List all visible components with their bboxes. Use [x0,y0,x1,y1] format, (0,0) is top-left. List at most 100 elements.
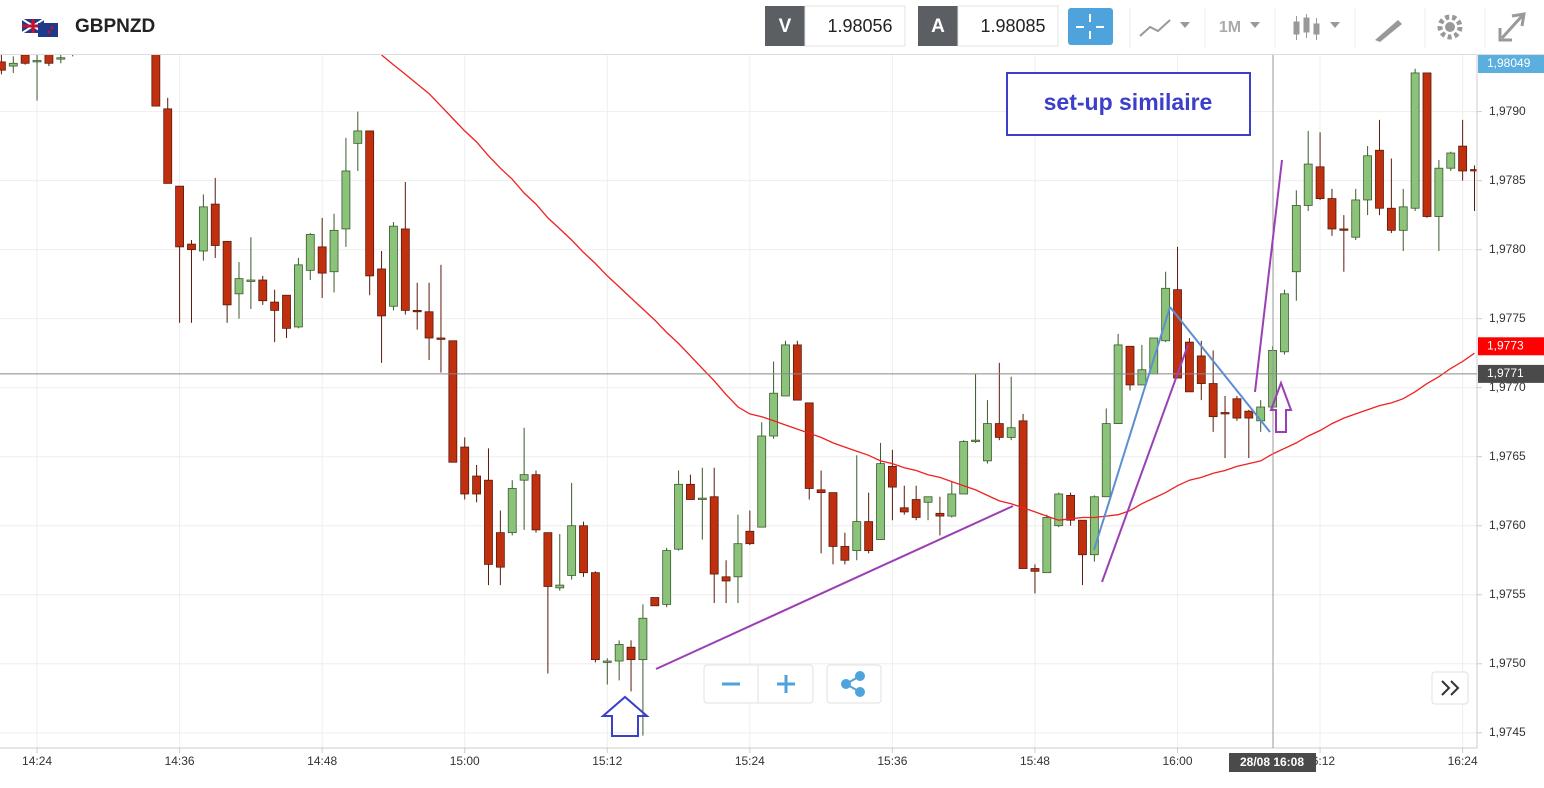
candle-body [876,463,885,540]
candle-body [1446,152,1456,169]
candle-body [44,55,54,64]
candle-body [365,130,375,277]
symbol: GBPNZD [75,16,155,37]
candle-body [567,525,577,576]
candle-body [1196,355,1206,384]
candle-body [792,344,802,401]
plot-area [0,55,1477,736]
bid-label: V [779,16,792,37]
zoom-in[interactable] [777,675,795,693]
candle-body [1398,206,1408,231]
candle-body [436,337,446,340]
crosshair-time-box [1229,753,1316,772]
candle-body [187,243,196,251]
price-marker [1478,337,1544,356]
trend-line [1169,306,1271,433]
candle-body [1173,289,1182,379]
candle-body [959,441,969,495]
candle-body [1018,420,1028,569]
share-button[interactable] [826,664,882,704]
arrow-up [600,695,650,737]
timeframe[interactable]: 1M [1219,19,1241,36]
candle-body [638,617,648,661]
candle-body [591,572,600,661]
candle-body [0,61,6,71]
candle-body [555,584,565,589]
x-tick-label: 15:36 [877,754,907,768]
bid-price: 1.98056 [827,16,892,36]
candle-body [341,170,351,230]
candle-body [1042,517,1052,574]
candle-body [1208,383,1218,418]
candle-body [1066,494,1075,521]
timeframe-caret [1250,22,1260,28]
candle-body [1315,166,1325,199]
candle-body [1137,369,1147,386]
x-tick-label: 15:12 [592,754,622,768]
price-marker-label: 1,9773 [1487,338,1524,352]
candle-body [650,597,660,607]
candle-body [697,497,707,500]
chart-type-button[interactable] [1139,19,1190,37]
candle-body [246,279,256,282]
y-tick-label: 1,9790 [1489,104,1526,118]
candle-body [923,496,933,503]
expand-button[interactable] [1498,12,1526,42]
candle-body [1339,228,1349,231]
trend-line [1093,306,1171,551]
candle-button[interactable] [1293,14,1340,40]
candle-body [1220,412,1230,415]
settings-button[interactable] [1437,14,1463,40]
x-tick-label: 16:00 [1163,754,1193,768]
ask-label: A [931,16,945,37]
candle-body [1125,345,1135,386]
y-tick-label: 1,9780 [1489,242,1526,256]
candle-body [983,423,992,462]
candle-body [1161,287,1171,342]
candle-body [317,246,327,274]
candle-body [198,206,208,252]
candle-body [1101,423,1111,498]
candle-body [32,60,42,63]
crosshair-icon [1076,14,1104,39]
x-tick-label: 14:24 [22,754,52,768]
candle-body [769,392,778,437]
candle-body [1386,207,1396,231]
candle-body [1291,205,1301,273]
candle-body [519,474,529,481]
ask-price: 1.98085 [980,16,1045,36]
candle-body [1434,167,1444,217]
candle-body [234,278,244,295]
candle-body [353,130,363,144]
candle-body [400,228,410,311]
candle-body [757,435,767,528]
candle-body [614,644,624,662]
crosshair-button[interactable] [1068,8,1113,45]
candle-body [1232,398,1242,419]
candle-body [1030,568,1040,572]
candle-body [1470,169,1477,172]
candle-body [626,646,636,661]
y-tick-label: 1,9775 [1489,311,1526,325]
y-tick-label: 1,9770 [1489,380,1526,394]
candle-body [258,279,268,302]
share-icon [841,671,865,697]
candle-body [1280,293,1289,353]
candle-body [888,465,897,488]
price-marker-label: 1,98049 [1487,56,1531,70]
settings-hub [1445,22,1455,32]
candle-body [282,294,291,329]
candle-body [662,550,672,605]
candle-body [293,264,303,328]
candle-body [495,532,505,568]
candle-body [151,55,161,107]
candle-body [828,492,838,547]
flag [21,18,58,37]
y-tick-label: 1,9745 [1489,725,1526,739]
arrow-up [1269,380,1293,433]
draw-button[interactable] [1375,20,1402,42]
x-tick-label: 15:00 [450,754,480,768]
